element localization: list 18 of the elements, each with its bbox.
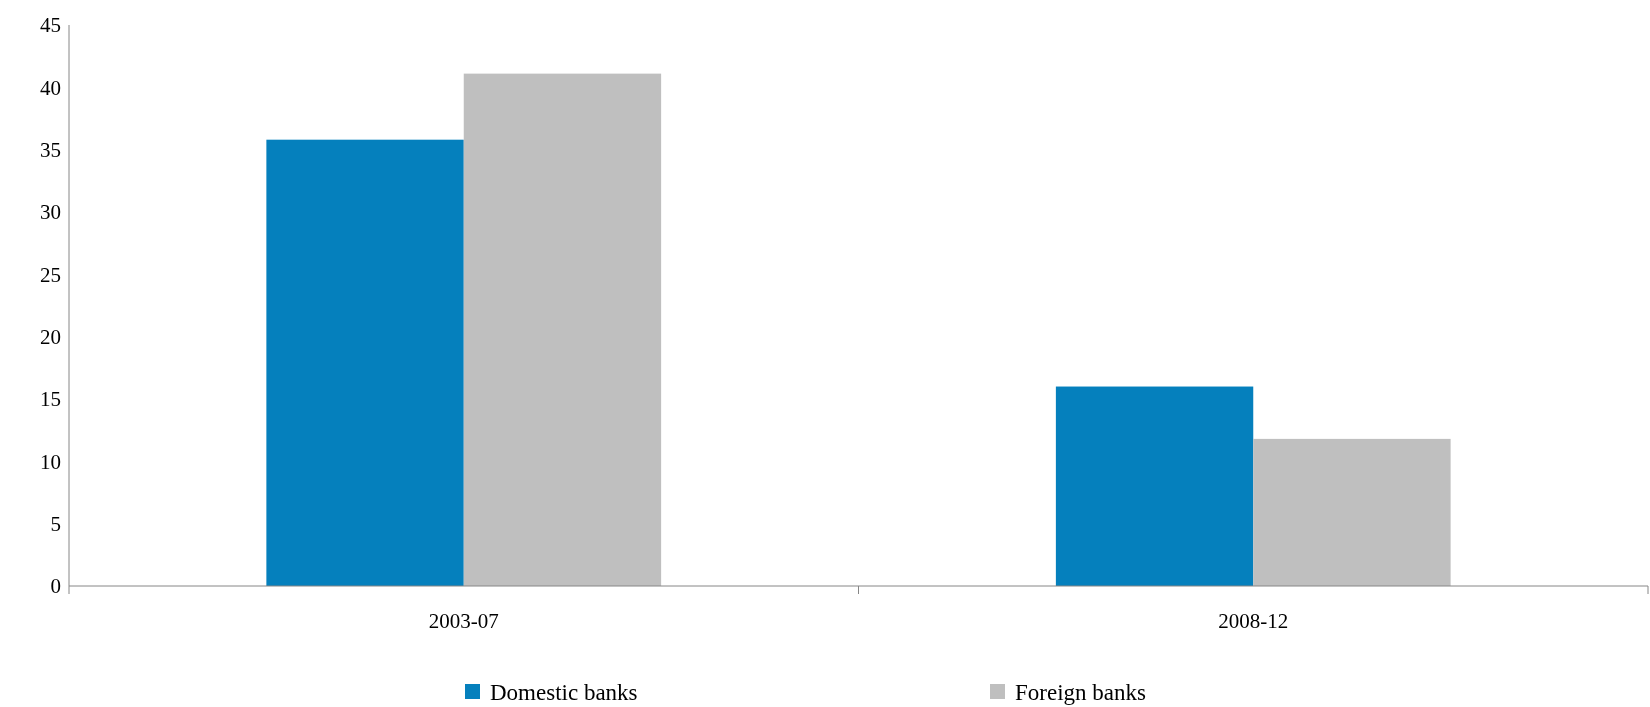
bar xyxy=(266,139,464,586)
y-tick-label: 30 xyxy=(40,200,61,225)
bar xyxy=(1253,438,1451,586)
bar xyxy=(463,73,662,586)
y-tick-label: 15 xyxy=(40,387,61,412)
legend-label: Domestic banks xyxy=(490,680,638,706)
x-tick-label: 2003-07 xyxy=(428,609,499,633)
bar xyxy=(1055,386,1254,586)
legend-label: Foreign banks xyxy=(1015,680,1147,706)
y-tick-label: 0 xyxy=(50,574,61,599)
y-tick-label: 5 xyxy=(50,512,61,537)
y-tick-label: 40 xyxy=(40,75,61,100)
y-tick-label: 35 xyxy=(40,138,61,163)
x-tick-label: 2008-12 xyxy=(1218,609,1289,633)
y-tick-label: 20 xyxy=(40,325,61,350)
y-tick-label: 45 xyxy=(40,13,61,38)
y-tick-label: 25 xyxy=(40,262,61,287)
y-tick-label: 10 xyxy=(40,449,61,474)
